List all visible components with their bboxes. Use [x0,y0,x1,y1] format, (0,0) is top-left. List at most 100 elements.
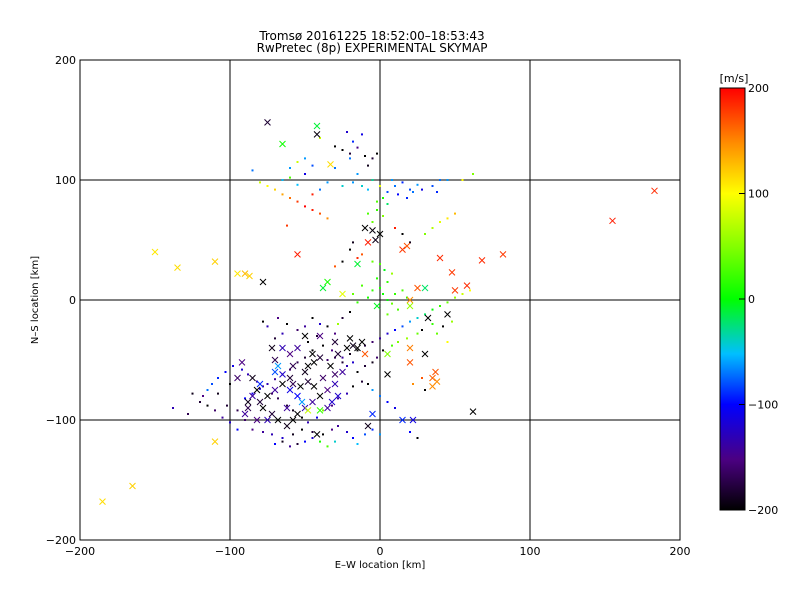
data-point-dot [367,212,369,215]
colorbar-tick-label: −200 [748,504,778,517]
data-point-dot [221,416,224,419]
data-point-dot [397,193,399,196]
data-point-dot [416,183,419,186]
data-point-cross [283,422,291,430]
data-point-cross [429,374,436,382]
x-tick-label: 100 [520,545,541,558]
data-point-cross [253,416,261,424]
data-point-dot [334,332,336,335]
data-point-dot [271,433,273,436]
data-point-cross [346,335,354,342]
data-point-dot [352,140,354,143]
colorbar-tick-label: 100 [748,188,769,201]
data-point-dot [382,349,384,352]
data-point-cross [324,386,331,394]
data-point-dot [451,320,453,323]
data-point-cross [478,257,486,264]
data-point-dot [274,443,276,445]
data-point-cross [316,332,324,340]
data-point-dot [322,344,324,347]
data-point-dot [334,145,336,148]
data-point-dot [439,305,441,307]
data-point-cross [421,284,429,292]
data-point-dot [394,407,396,409]
data-point-cross [424,314,432,322]
data-point-cross [369,227,376,234]
data-point-dot [361,253,363,256]
data-point-dot [409,320,411,323]
data-point-dot [251,392,254,395]
data-point-cross [324,278,331,286]
data-point-cross [279,380,286,388]
data-point-cross [499,251,507,258]
data-point-cross [651,187,658,195]
data-point-cross [286,374,294,382]
data-point-dot [191,392,194,395]
data-point-dot [331,404,333,407]
data-point-dot [341,317,344,319]
data-point-cross [211,258,219,265]
data-point-cross [129,482,136,490]
data-point-cross [309,350,316,358]
data-point-dot [281,437,284,439]
data-point-cross [451,287,459,294]
data-point-dot [326,445,329,448]
data-point-dot [199,401,201,403]
data-point-dot [206,404,209,407]
data-point-dot [397,341,399,343]
data-point-cross [264,119,271,126]
data-point-dot [394,185,396,187]
data-point-dot [281,332,284,335]
data-point-dot [214,409,216,412]
data-point-dot [296,161,299,163]
data-point-cross [271,386,279,394]
data-point-dot [304,173,306,175]
data-point-dot [352,437,354,439]
data-point-dot [379,287,381,289]
data-point-dot [304,157,306,160]
data-point-dot [371,289,374,292]
y-axis-label: N–S location [km] [30,256,41,344]
data-point-dot [379,263,381,265]
x-tick-label: 200 [670,545,691,558]
data-point-cross [259,278,267,286]
data-point-cross [246,272,253,280]
data-point-dot [461,293,464,295]
data-point-dot [217,392,219,395]
data-point-dot [364,433,366,436]
data-point-cross [376,230,384,238]
data-point-dot [319,440,321,443]
data-point-cross [369,410,376,418]
data-point-cross [399,416,406,424]
data-point-dot [236,409,239,412]
data-point-dot [289,197,291,199]
data-point-dot [292,433,294,436]
data-point-cross [268,410,276,418]
data-point-cross [384,350,391,358]
data-point-dot [326,217,329,220]
data-points [99,119,658,505]
data-point-cross [151,248,159,256]
data-point-cross [361,224,369,232]
data-point-cross [304,378,312,385]
data-point-dot [274,337,276,340]
data-point-dot [386,299,389,301]
data-point-dot [304,440,306,443]
data-point-dot [416,317,419,319]
data-point-cross [432,368,439,376]
data-point-dot [371,361,374,364]
data-point-dot [262,320,264,323]
data-point-cross [339,368,346,376]
data-point-dot [244,397,246,400]
data-point-dot [286,404,288,407]
data-point-cross [319,374,327,382]
data-point-cross [406,344,414,352]
chart-subtitle: RwPretec (8p) EXPERIMENTAL SKYMAP [257,41,488,55]
data-point-dot [371,389,374,391]
data-point-cross [286,350,294,358]
data-point-dot [307,341,309,343]
data-point-dot [341,361,344,364]
data-point-dot [439,179,441,181]
y-tick-label: 100 [55,174,76,187]
